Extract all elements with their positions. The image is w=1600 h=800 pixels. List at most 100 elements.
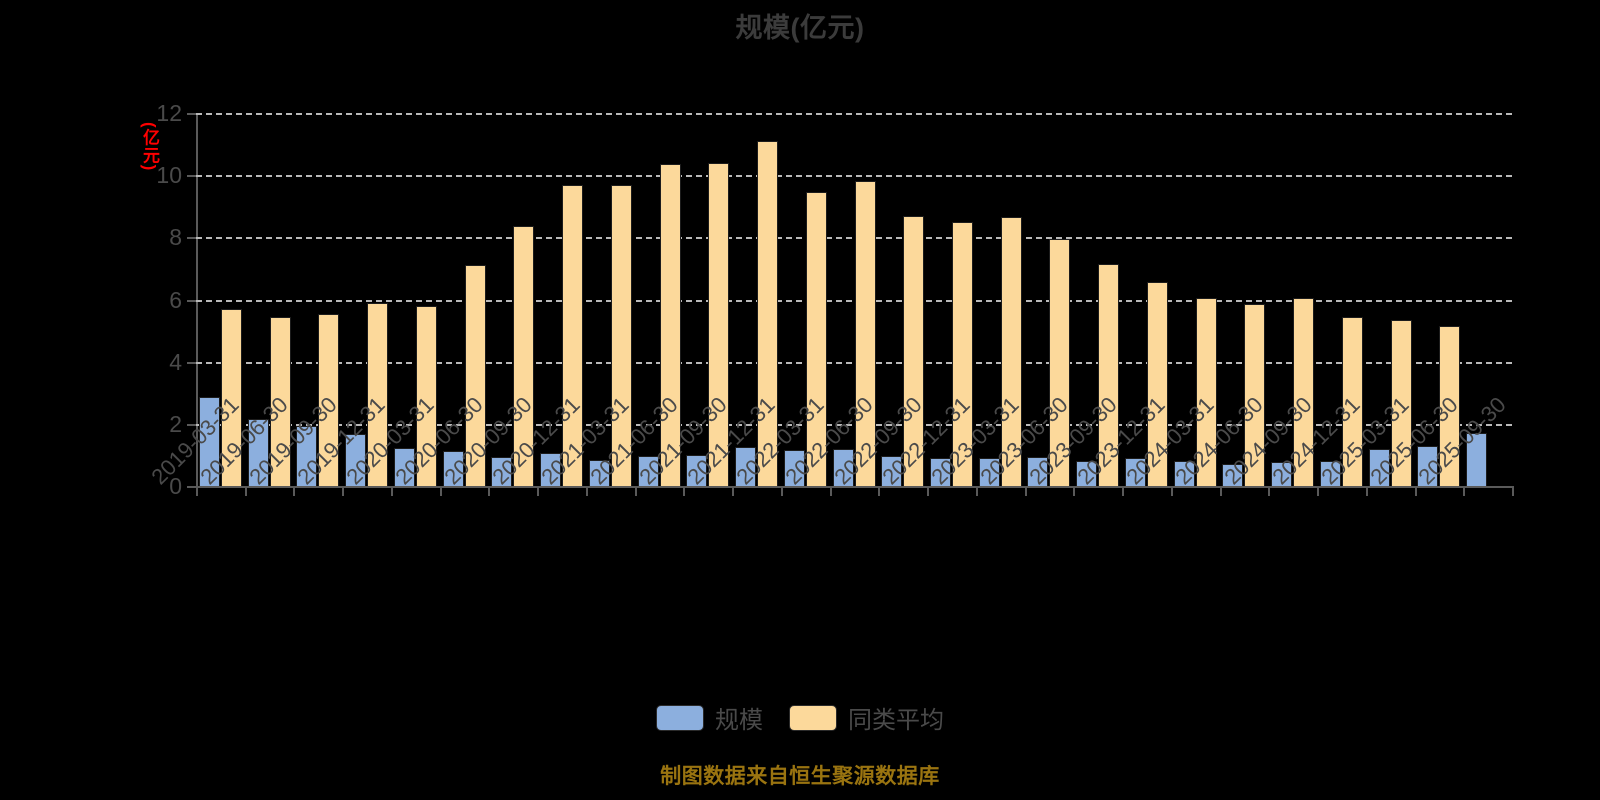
x-tick-mark [829, 486, 832, 496]
page-title: 规模(亿元) [735, 13, 865, 43]
bar-peer-average[interactable] [951, 221, 973, 486]
x-tick-mark [1512, 486, 1514, 496]
legend-item-peer[interactable]: 同类平均 [789, 700, 944, 735]
bar-scale[interactable] [442, 451, 464, 486]
legend-label-scale: 规模 [715, 707, 763, 734]
bar-peer-average[interactable] [1244, 304, 1266, 486]
bar-peer-average[interactable] [1293, 297, 1315, 486]
bar-peer-average[interactable] [513, 226, 535, 486]
bar-peer-average[interactable] [318, 313, 340, 486]
bar-peer-average[interactable] [708, 162, 730, 486]
bar-scale[interactable] [1368, 448, 1390, 486]
bar-scale[interactable] [1076, 461, 1098, 486]
x-tick-mark [1170, 486, 1173, 496]
y-tick-label: 6 [169, 286, 182, 313]
bar-scale[interactable] [393, 448, 415, 486]
bar-scale[interactable] [540, 453, 562, 486]
bar-peer-average[interactable] [757, 140, 779, 486]
bar-peer-average[interactable] [269, 316, 291, 486]
plot-area [187, 113, 1514, 496]
bar-peer-average[interactable] [1195, 297, 1217, 486]
x-tick-mark [390, 486, 393, 496]
x-tick-mark [1122, 486, 1125, 496]
chart-legend: 规模 同类平均 [0, 700, 1600, 735]
bar-scale[interactable] [686, 454, 708, 486]
x-tick-mark [1317, 486, 1320, 496]
gridline [196, 361, 1512, 364]
y-tick-mark [187, 361, 196, 364]
bar-peer-average[interactable] [659, 164, 681, 486]
y-axis-title: (亿元) [140, 122, 159, 172]
y-tick-mark [187, 113, 196, 115]
bar-peer-average[interactable] [1098, 263, 1120, 486]
bar-peer-average[interactable] [1390, 319, 1412, 486]
bar-peer-average[interactable] [903, 215, 925, 486]
x-axis-line [196, 486, 1512, 488]
bar-scale[interactable] [978, 458, 1000, 486]
legend-item-scale[interactable]: 规模 [656, 700, 763, 735]
bar-scale[interactable] [1466, 433, 1488, 486]
gridline [196, 113, 1512, 115]
bar-scale[interactable] [1417, 445, 1439, 486]
bar-scale[interactable] [491, 457, 513, 486]
bar-scale[interactable] [881, 455, 903, 486]
bar-peer-average[interactable] [415, 305, 437, 486]
x-tick-mark [634, 486, 637, 496]
gridline [196, 299, 1512, 302]
x-tick-mark [1268, 486, 1271, 496]
x-tick-mark [244, 486, 247, 496]
x-tick-mark [196, 486, 198, 496]
bar-peer-average[interactable] [464, 265, 486, 486]
bar-scale[interactable] [1271, 461, 1293, 486]
bar-peer-average[interactable] [220, 308, 242, 486]
y-tick-label: 2 [169, 410, 182, 437]
bar-scale[interactable] [1222, 464, 1244, 486]
bar-scale[interactable] [637, 456, 659, 486]
x-tick-mark [342, 486, 345, 496]
bar-scale[interactable] [1173, 461, 1195, 486]
footer-source-note: 制图数据来自恒生聚源数据库 [660, 765, 940, 788]
bar-scale[interactable] [296, 426, 318, 486]
x-tick-mark [1414, 486, 1417, 496]
bar-peer-average[interactable] [610, 184, 632, 486]
bar-scale[interactable] [735, 447, 757, 486]
bar-scale[interactable] [198, 397, 220, 486]
y-tick-label: 10 [156, 162, 182, 189]
bar-peer-average[interactable] [805, 192, 827, 486]
gridline [196, 175, 1512, 178]
y-tick-label: 8 [169, 224, 182, 251]
bar-peer-average[interactable] [1341, 316, 1363, 486]
bar-scale[interactable] [345, 433, 367, 486]
x-tick-mark [1463, 486, 1466, 496]
bar-scale[interactable] [247, 419, 269, 486]
bars-layer [196, 113, 1512, 486]
bar-scale[interactable] [783, 450, 805, 486]
y-tick-label: 0 [169, 473, 182, 499]
bar-scale[interactable] [1319, 460, 1341, 486]
bar-peer-average[interactable] [562, 184, 584, 486]
bar-peer-average[interactable] [1146, 282, 1168, 486]
x-tick-mark [439, 486, 442, 496]
bar-peer-average[interactable] [854, 181, 876, 486]
bar-scale[interactable] [832, 448, 854, 486]
bar-scale[interactable] [1124, 458, 1146, 486]
x-tick-mark [878, 486, 881, 496]
x-tick-mark [1365, 486, 1368, 496]
y-tick-label: 4 [169, 348, 182, 375]
bar-peer-average[interactable] [367, 302, 389, 486]
y-tick-mark [187, 423, 196, 426]
bar-scale[interactable] [588, 459, 610, 486]
x-tick-mark [927, 486, 930, 496]
x-tick-mark [780, 486, 783, 496]
legend-swatch-icon-scale [656, 704, 704, 731]
bar-peer-average[interactable] [1439, 325, 1461, 486]
x-tick-mark [1024, 486, 1027, 496]
x-tick-mark [1219, 486, 1222, 496]
bar-peer-average[interactable] [1000, 217, 1022, 486]
bar-scale[interactable] [929, 458, 951, 486]
bar-scale[interactable] [1027, 457, 1049, 486]
y-tick-mark [187, 175, 196, 178]
bar-peer-average[interactable] [1049, 238, 1071, 486]
x-tick-mark [975, 486, 978, 496]
y-tick-mark [187, 299, 196, 302]
